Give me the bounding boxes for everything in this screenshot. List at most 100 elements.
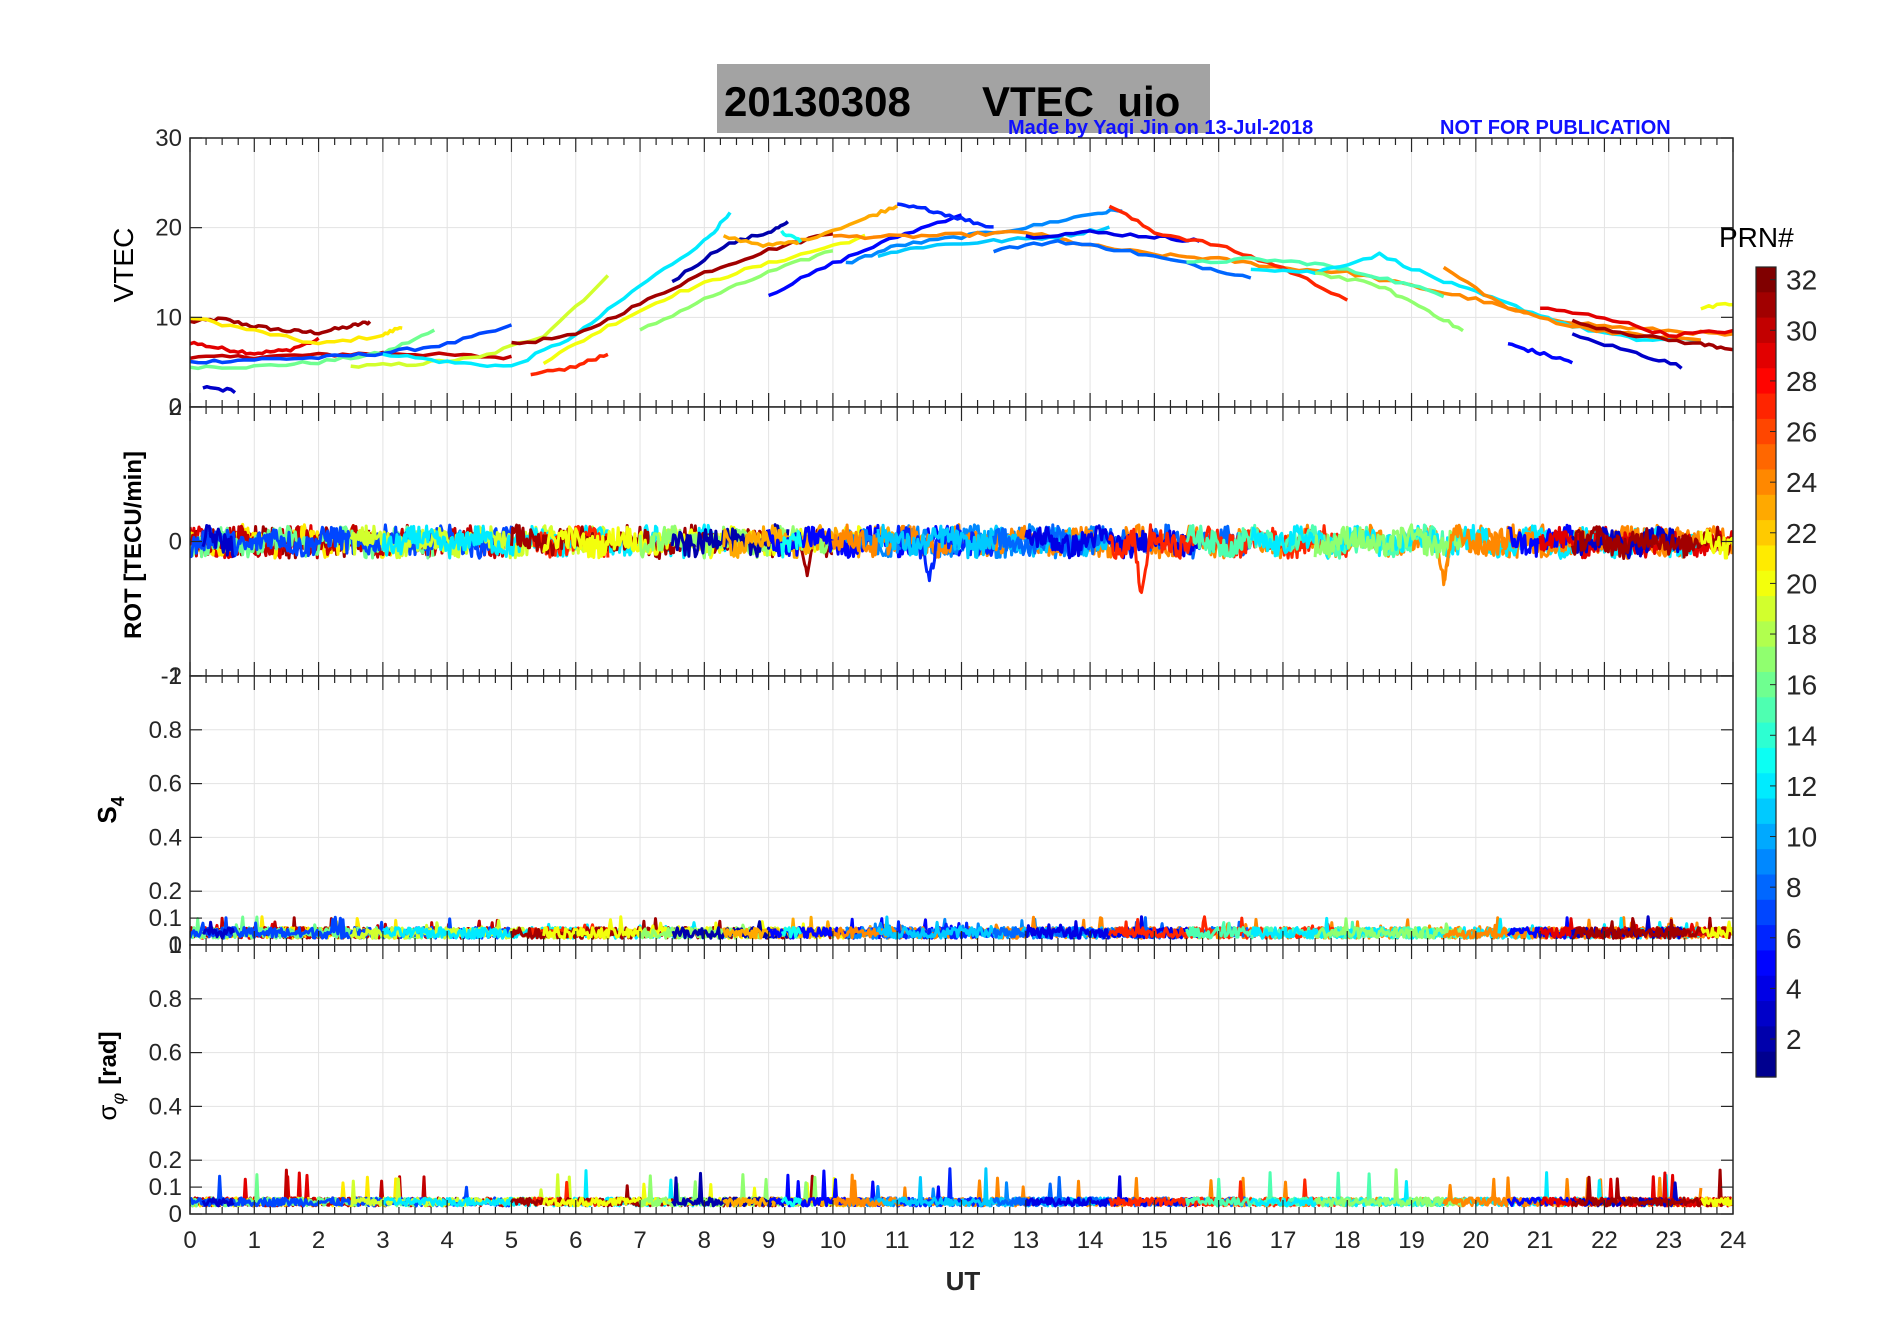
rot-panel-series-group bbox=[190, 522, 1733, 594]
x-tick-label: 2 bbox=[312, 1227, 325, 1254]
vtec-series-prn-3 bbox=[202, 384, 237, 394]
vtec-series-prn-17 bbox=[1314, 271, 1464, 333]
x-tick-label: 11 bbox=[885, 1227, 910, 1254]
colorbar-segment bbox=[1756, 317, 1776, 344]
colorbar-title: PRN# bbox=[1719, 222, 1794, 253]
vtec-series-prn-8 bbox=[992, 239, 1252, 280]
s4-panel-series-prn-20 bbox=[1700, 920, 1733, 940]
y-tick-label: 0.8 bbox=[149, 717, 182, 744]
y-tick-label: 2 bbox=[169, 394, 182, 421]
vtec-series-prn-20 bbox=[1700, 301, 1733, 311]
y-tick-label: 0 bbox=[169, 1201, 182, 1228]
s4-ylabel-main: S bbox=[92, 806, 122, 823]
colorbar-tick-label: 20 bbox=[1786, 568, 1817, 599]
x-axis-label: UT bbox=[946, 1266, 981, 1296]
vtec-series-prn-21 bbox=[190, 316, 403, 346]
colorbar-tick-label: 6 bbox=[1786, 923, 1802, 954]
vtec-series-prn-29 bbox=[1540, 306, 1733, 339]
x-tick-label: 7 bbox=[633, 1227, 646, 1254]
colorbar-segment bbox=[1756, 672, 1776, 698]
colorbar-segment bbox=[1756, 798, 1776, 825]
y-tick-label: -2 bbox=[161, 663, 182, 690]
colorbar-segment bbox=[1756, 444, 1776, 471]
y-tick-label: 30 bbox=[155, 125, 182, 152]
x-tick-label: 3 bbox=[376, 1227, 389, 1254]
title-date: 20130308 bbox=[724, 78, 911, 125]
colorbar-tick-label: 32 bbox=[1786, 265, 1817, 296]
x-tick-label: 4 bbox=[440, 1227, 453, 1254]
sigma-ylabel-sub: φ bbox=[108, 1093, 128, 1105]
x-tick-label: 1 bbox=[248, 1227, 261, 1254]
x-tick-label: 18 bbox=[1334, 1227, 1361, 1254]
colorbar-tick-label: 22 bbox=[1786, 518, 1817, 549]
sigma-phi-panel: 00.10.20.40.60.810 1 2 3 4 5 6 7 8 9 10 11 12 13 14 15 1… bbox=[149, 932, 1747, 1254]
colorbar-tick-label: 4 bbox=[1786, 973, 1802, 1004]
x-tick-label: 9 bbox=[762, 1227, 775, 1254]
y-tick-label: 0.2 bbox=[149, 1147, 182, 1174]
vtec-panel-series-group bbox=[190, 202, 1733, 394]
colorbar-segment bbox=[1756, 393, 1776, 420]
y-tick-label: 0.1 bbox=[149, 1174, 182, 1201]
vtec-series-prn-16 bbox=[190, 328, 436, 371]
s4-panel: 00.10.2 0.4 0.6 0.8 1 bbox=[149, 663, 1734, 959]
s4-panel-series-prn-3 bbox=[201, 920, 236, 940]
colorbar-segment bbox=[1756, 570, 1776, 597]
title-label: VTEC uio bbox=[982, 78, 1180, 125]
colorbar-tick-label: 10 bbox=[1786, 822, 1817, 853]
s4-ylabel-sub: 4 bbox=[108, 796, 128, 806]
x-tick-label: 8 bbox=[698, 1227, 711, 1254]
x-tick-label: 14 bbox=[1077, 1227, 1104, 1254]
x-tick-label: 12 bbox=[948, 1227, 975, 1254]
vtec-series-prn-4 bbox=[1025, 229, 1201, 243]
y-tick-label: 0.4 bbox=[149, 1093, 182, 1120]
rot-panel-series-prn-13 bbox=[780, 530, 803, 559]
rot-panel: -202 bbox=[161, 394, 1734, 690]
colorbar-tick-label: 8 bbox=[1786, 872, 1802, 903]
s4-ylabel: S4 bbox=[92, 796, 128, 823]
colorbar-segment bbox=[1756, 545, 1776, 572]
y-tick-label: 10 bbox=[155, 304, 182, 331]
y-tick-label: 1 bbox=[169, 932, 182, 959]
y-tick-label: 0.2 bbox=[149, 878, 182, 905]
vtec-series-prn-15 bbox=[1186, 256, 1445, 299]
vtec-panel: 0 10 20 30 bbox=[155, 125, 1734, 421]
colorbar-segment bbox=[1756, 292, 1776, 319]
rot-ylabel: ROT [TECU/min] bbox=[120, 451, 147, 639]
colorbar-segment bbox=[1756, 1026, 1776, 1053]
colorbar-tick-label: 14 bbox=[1786, 720, 1817, 751]
x-tick-label: 19 bbox=[1398, 1227, 1425, 1254]
made-by-text: Made by Yaqi Jin on 13-Jul-2018 bbox=[1008, 117, 1313, 139]
vtec-series-prn-5 bbox=[1507, 341, 1574, 365]
colorbar-tick-label: 28 bbox=[1786, 366, 1817, 397]
colorbar-segment bbox=[1756, 1001, 1776, 1027]
s4-panel-series-prn-17 bbox=[1313, 917, 1464, 940]
rot-panel-series-prn-17 bbox=[1313, 523, 1465, 559]
colorbar-tick-label: 12 bbox=[1786, 771, 1817, 802]
sigma-phi-panel-series-prn-3 bbox=[201, 1197, 235, 1208]
vtec-series-prn-20 bbox=[542, 233, 866, 366]
x-tick-label: 21 bbox=[1527, 1227, 1554, 1254]
vtec-series-prn-13 bbox=[780, 229, 803, 244]
x-tick-label: 24 bbox=[1720, 1227, 1747, 1254]
sigma-ylabel: σφ [rad] bbox=[92, 1031, 128, 1120]
vtec-series-prn-12 bbox=[1250, 251, 1702, 343]
y-tick-label: 0.6 bbox=[149, 1040, 182, 1067]
colorbar-segment bbox=[1756, 975, 1776, 1002]
colorbar-segment bbox=[1756, 899, 1776, 926]
vtec-ylabel: VTEC bbox=[108, 228, 139, 303]
colorbar-segment bbox=[1756, 925, 1776, 952]
vtec-series-prn-31 bbox=[511, 232, 834, 346]
s4-panel-series-prn-4 bbox=[1024, 915, 1201, 940]
colorbar-segment bbox=[1756, 697, 1776, 724]
vtec-series-prn-19 bbox=[350, 274, 610, 369]
rot-panel-series-prn-31 bbox=[1570, 525, 1733, 560]
vtec-series-prn-31 bbox=[190, 316, 372, 336]
colorbar-tick-label: 2 bbox=[1786, 1024, 1802, 1055]
vtec-series-prn-7 bbox=[190, 323, 513, 365]
sigma-phi-panel-series-prn-20 bbox=[1700, 1196, 1733, 1208]
y-tick-label: 0.1 bbox=[149, 905, 182, 932]
colorbar-tick-label: 24 bbox=[1786, 467, 1817, 498]
colorbar-segment bbox=[1756, 823, 1776, 850]
sigma-ylabel-unit: [rad] bbox=[95, 1031, 122, 1084]
